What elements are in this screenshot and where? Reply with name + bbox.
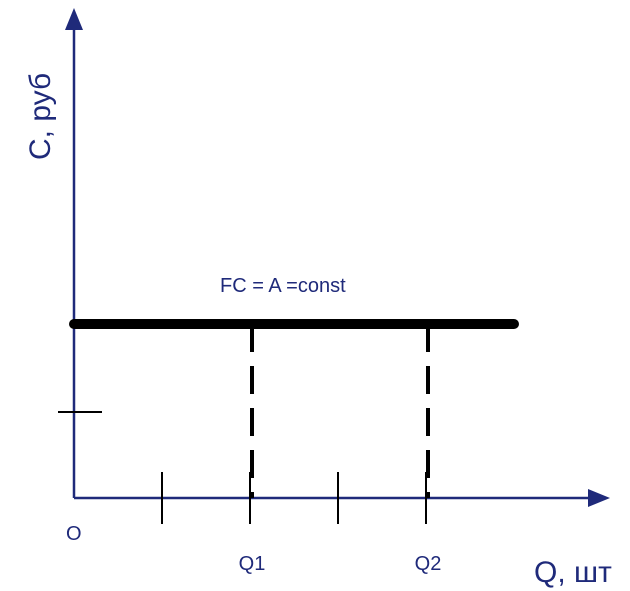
fixed-cost-annotation: FC = A =const: [220, 275, 346, 297]
axes: [65, 8, 610, 507]
x-tick-label-q1: Q1: [239, 553, 266, 575]
ticks: [58, 411, 427, 524]
y-axis-arrow: [65, 8, 83, 30]
x-tick-label-q2: Q2: [415, 553, 442, 575]
x-axis-title: Q, шт: [534, 556, 612, 589]
origin-label: O: [66, 523, 82, 545]
tick-labels: Q1 Q2: [239, 553, 442, 575]
y-axis-title: C, руб: [24, 73, 57, 160]
drop-lines: [250, 324, 430, 498]
x-axis-arrow: [588, 489, 610, 507]
